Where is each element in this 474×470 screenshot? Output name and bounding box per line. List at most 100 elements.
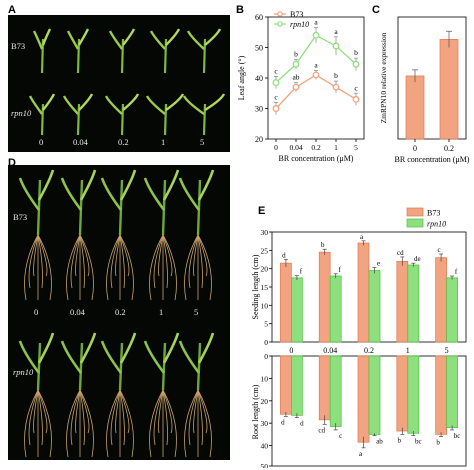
root-strand xyxy=(162,389,168,446)
seedling-stem xyxy=(118,179,124,236)
root-strand xyxy=(106,389,121,458)
root-strand xyxy=(184,389,199,458)
y-tick-label: 40 xyxy=(261,442,269,451)
root-strand xyxy=(37,234,43,289)
x-tick-label: 0.2 xyxy=(444,144,454,153)
y-tick-label: 20 xyxy=(255,135,263,144)
seedling-leaf xyxy=(100,340,123,374)
seedling-stem xyxy=(118,342,124,391)
significance-label: bc xyxy=(415,438,422,446)
seedling-leaf xyxy=(18,177,41,211)
root-strand xyxy=(115,234,121,277)
photo-a-conc-0: 0 xyxy=(39,137,44,147)
root-strand xyxy=(115,389,121,434)
seedling-drawing-a xyxy=(28,28,226,136)
y-axis-label: ZmRPN10 relative expression xyxy=(379,32,388,123)
root-strand xyxy=(24,234,39,301)
seedling-leaf xyxy=(165,93,185,111)
seedling-leaf xyxy=(186,30,205,50)
bar-bottom-rpn10 xyxy=(291,355,303,416)
data-point xyxy=(312,71,320,79)
seedling-stem xyxy=(202,103,207,136)
y-tick-label: 50 xyxy=(255,44,263,53)
photo-d-conc-1: 0.04 xyxy=(70,307,85,317)
seedling-stem xyxy=(196,342,202,391)
data-point xyxy=(272,105,280,112)
root-strand xyxy=(28,234,39,289)
y-tick-label: 30 xyxy=(255,105,263,114)
root-strand xyxy=(79,389,90,434)
photo-d-conc-4: 5 xyxy=(194,307,199,317)
significance-label: b xyxy=(436,439,440,447)
y-tick-label: 30 xyxy=(261,228,269,237)
panel-label-b: B xyxy=(236,4,244,16)
x-tick-label: 1 xyxy=(406,346,410,355)
x-tick-label: 0.2 xyxy=(311,143,321,152)
root-strand xyxy=(193,389,199,434)
significance-label: c xyxy=(438,246,441,254)
root-strand xyxy=(70,234,81,289)
seedling-leaf xyxy=(60,340,83,374)
data-point xyxy=(352,95,360,103)
seedling-leaf xyxy=(42,93,56,111)
seedling-leaf xyxy=(28,95,43,115)
seedling-stem xyxy=(36,342,42,391)
significance-label: b xyxy=(321,241,325,249)
significance-label: a xyxy=(334,27,338,36)
seedling-stem xyxy=(196,179,202,236)
root-strand xyxy=(70,389,81,446)
bar-bottom-B73 xyxy=(280,355,292,415)
root-strand xyxy=(79,234,90,277)
photo-a-row2-label: rpn10 xyxy=(11,108,32,118)
root-strand xyxy=(28,389,39,446)
root-strand xyxy=(197,234,212,301)
seedling-leaf xyxy=(197,332,215,364)
y-axis-label-bottom: Root length (cm) xyxy=(252,384,260,439)
seedling-drawing-d xyxy=(18,169,215,458)
data-point xyxy=(292,60,300,68)
y-tick-label: 50 xyxy=(261,462,269,468)
significance-label: b xyxy=(334,71,338,80)
significance-label: ab xyxy=(376,438,383,446)
photo-a-conc-2: 0.2 xyxy=(118,137,129,147)
root-strand xyxy=(162,389,177,458)
root-strand xyxy=(37,389,43,446)
y-tick-label: 60 xyxy=(255,13,263,22)
root-strand xyxy=(33,234,39,277)
legend-swatch xyxy=(406,207,424,217)
significance-label: d xyxy=(281,418,285,426)
data-point xyxy=(312,31,320,39)
bar-0.2 xyxy=(439,39,459,140)
bar-top-rpn10 xyxy=(329,275,342,343)
root-strand xyxy=(66,389,81,458)
panel-label-c: C xyxy=(372,4,380,16)
bar-bottom-rpn10 xyxy=(446,355,458,429)
root-strand xyxy=(184,234,199,301)
photo-d-conc-2: 0.2 xyxy=(115,307,126,317)
seedling-leaf xyxy=(178,340,201,374)
legend-swatch xyxy=(406,218,424,228)
root-strand xyxy=(188,389,199,446)
root-strand xyxy=(75,389,81,434)
photo-panel-a: B73 rpn10 0 0.04 0.2 1 5 xyxy=(8,15,230,152)
seedling-leaf xyxy=(149,30,166,50)
plot-frame xyxy=(397,16,467,140)
bar-0 xyxy=(405,75,425,140)
seedling-leaf xyxy=(122,28,136,46)
seedling-stem xyxy=(161,179,167,236)
legend-marker xyxy=(277,21,283,27)
photo-d-conc-3: 1 xyxy=(159,307,164,317)
significance-label: b xyxy=(294,50,298,59)
bar-top-rpn10 xyxy=(368,270,381,343)
x-tick-label: 5 xyxy=(354,143,358,152)
root-strand xyxy=(66,234,81,301)
significance-label: d xyxy=(282,252,286,260)
bar-top-B73 xyxy=(435,257,447,343)
root-strand xyxy=(149,389,164,458)
bar-bottom-B73 xyxy=(435,355,447,435)
x-tick-label: 0.04 xyxy=(323,346,337,355)
y-tick-label: 10 xyxy=(261,301,269,310)
seedling-leaf xyxy=(145,95,166,115)
root-strand xyxy=(79,389,94,458)
